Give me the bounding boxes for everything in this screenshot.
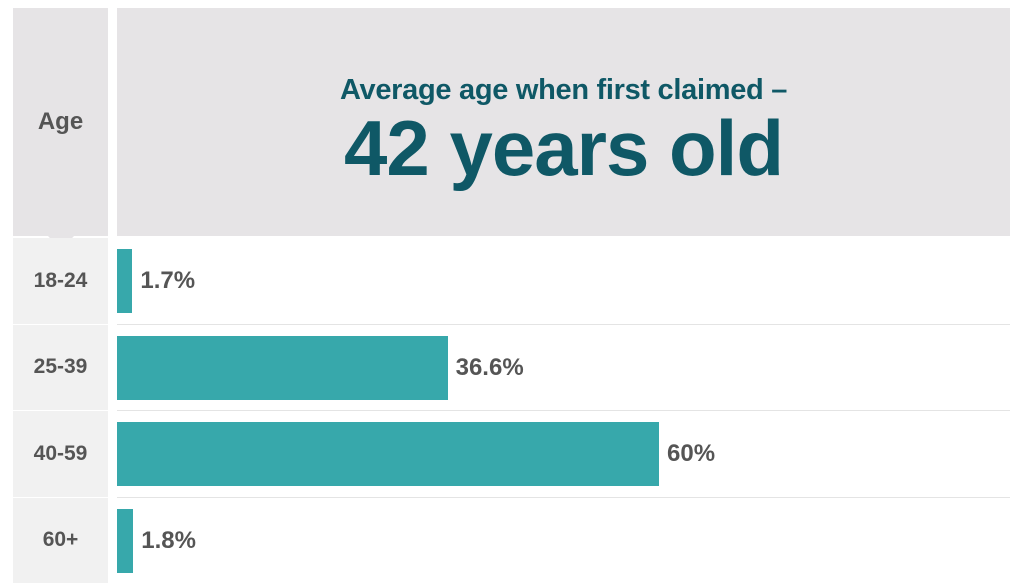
- chart-title: Average age when first claimed –: [117, 74, 1010, 107]
- age-category-label: 18-24: [34, 269, 88, 293]
- age-category-cell: 40-59: [13, 411, 108, 497]
- age-category-label: 25-39: [34, 355, 88, 379]
- age-column-header: Age: [13, 8, 108, 236]
- bar-value-label: 1.7%: [140, 267, 195, 295]
- row-divider: [117, 324, 1010, 325]
- bar-25-39: [117, 336, 448, 400]
- age-category-cell: 25-39: [13, 325, 108, 411]
- age-category-label: 40-59: [34, 442, 88, 466]
- row-divider: [117, 410, 1010, 411]
- age-category-label: 60+: [43, 528, 79, 552]
- age-category-cell: 18-24: [13, 238, 108, 324]
- bar-value-label: 36.6%: [456, 354, 524, 382]
- age-header-label: Age: [38, 108, 83, 136]
- bar-18-24: [117, 249, 132, 313]
- title-panel: Average age when first claimed – 42 year…: [117, 8, 1010, 236]
- chart-subtitle: 42 years old: [117, 108, 1010, 188]
- bar-40-59: [117, 422, 659, 486]
- bar-value-label: 60%: [667, 440, 715, 468]
- bar-60+: [117, 509, 133, 573]
- bar-value-label: 1.8%: [141, 527, 196, 555]
- row-divider: [117, 497, 1010, 498]
- age-category-cell: 60+: [13, 498, 108, 583]
